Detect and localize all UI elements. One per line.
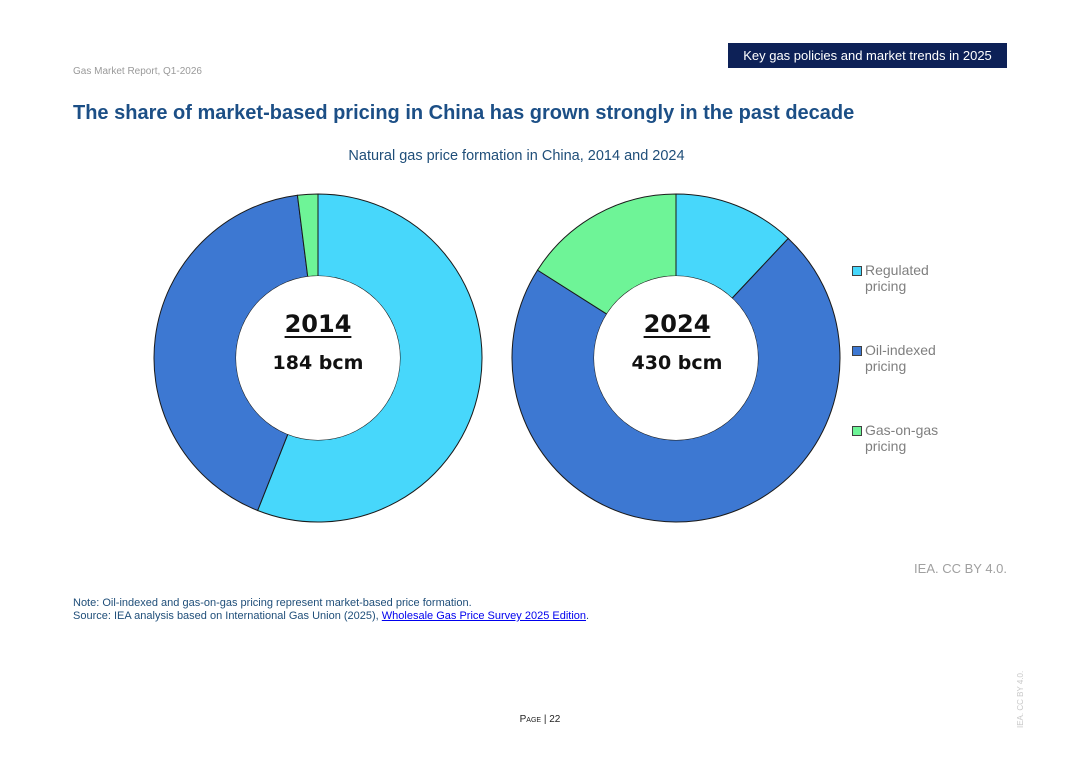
side-watermark: IEA. CC BY 4.0. — [1016, 670, 1025, 728]
center-volume-label: 430 bcm — [631, 352, 723, 374]
report-name: Gas Market Report, Q1-2026 — [73, 66, 202, 77]
legend-item-regulated: Regulated pricing — [852, 262, 945, 294]
page-number-value: 22 — [549, 714, 561, 725]
center-year-label: 2014 — [284, 310, 352, 338]
chart-credit: IEA. CC BY 4.0. — [914, 561, 1007, 576]
page-number: Page | 22 — [0, 714, 1080, 725]
center-year-label: 2024 — [643, 310, 711, 338]
legend-label: Oil-indexed pricing — [865, 342, 936, 374]
legend-item-oil-indexed: Oil-indexed pricing — [852, 342, 945, 374]
chart-source: Source: IEA analysis based on Internatio… — [73, 610, 589, 622]
legend-swatch — [852, 346, 862, 356]
chart-title: Natural gas price formation in China, 20… — [348, 148, 685, 164]
donut-hole-2024 — [594, 276, 758, 440]
legend-swatch — [852, 426, 862, 436]
page-word: Page — [519, 714, 542, 725]
section-header-band: Key gas policies and market trends in 20… — [728, 43, 1007, 68]
donut-center-2024: 2024 430 bcm — [617, 310, 737, 374]
source-prefix: Source: IEA analysis based on Internatio… — [73, 610, 382, 622]
legend-label: Gas-on-gas pricing — [865, 422, 939, 454]
donut-center-2014: 2014 184 bcm — [258, 310, 378, 374]
legend-swatch — [852, 266, 862, 276]
legend-item-gas-on-gas: Gas-on-gas pricing — [852, 422, 945, 454]
page-title: The share of market-based pricing in Chi… — [73, 102, 855, 124]
source-link[interactable]: Wholesale Gas Price Survey 2025 Edition — [381, 610, 587, 622]
source-suffix: . — [586, 610, 590, 622]
center-volume-label: 184 bcm — [272, 352, 364, 374]
page-separator: | — [541, 714, 550, 725]
donut-hole-2014 — [236, 276, 400, 440]
legend-label: Regulated pricing — [865, 262, 929, 294]
chart-note: Note: Oil-indexed and gas-on-gas pricing… — [73, 597, 472, 609]
section-label: Key gas policies and market trends in 20… — [743, 48, 992, 63]
